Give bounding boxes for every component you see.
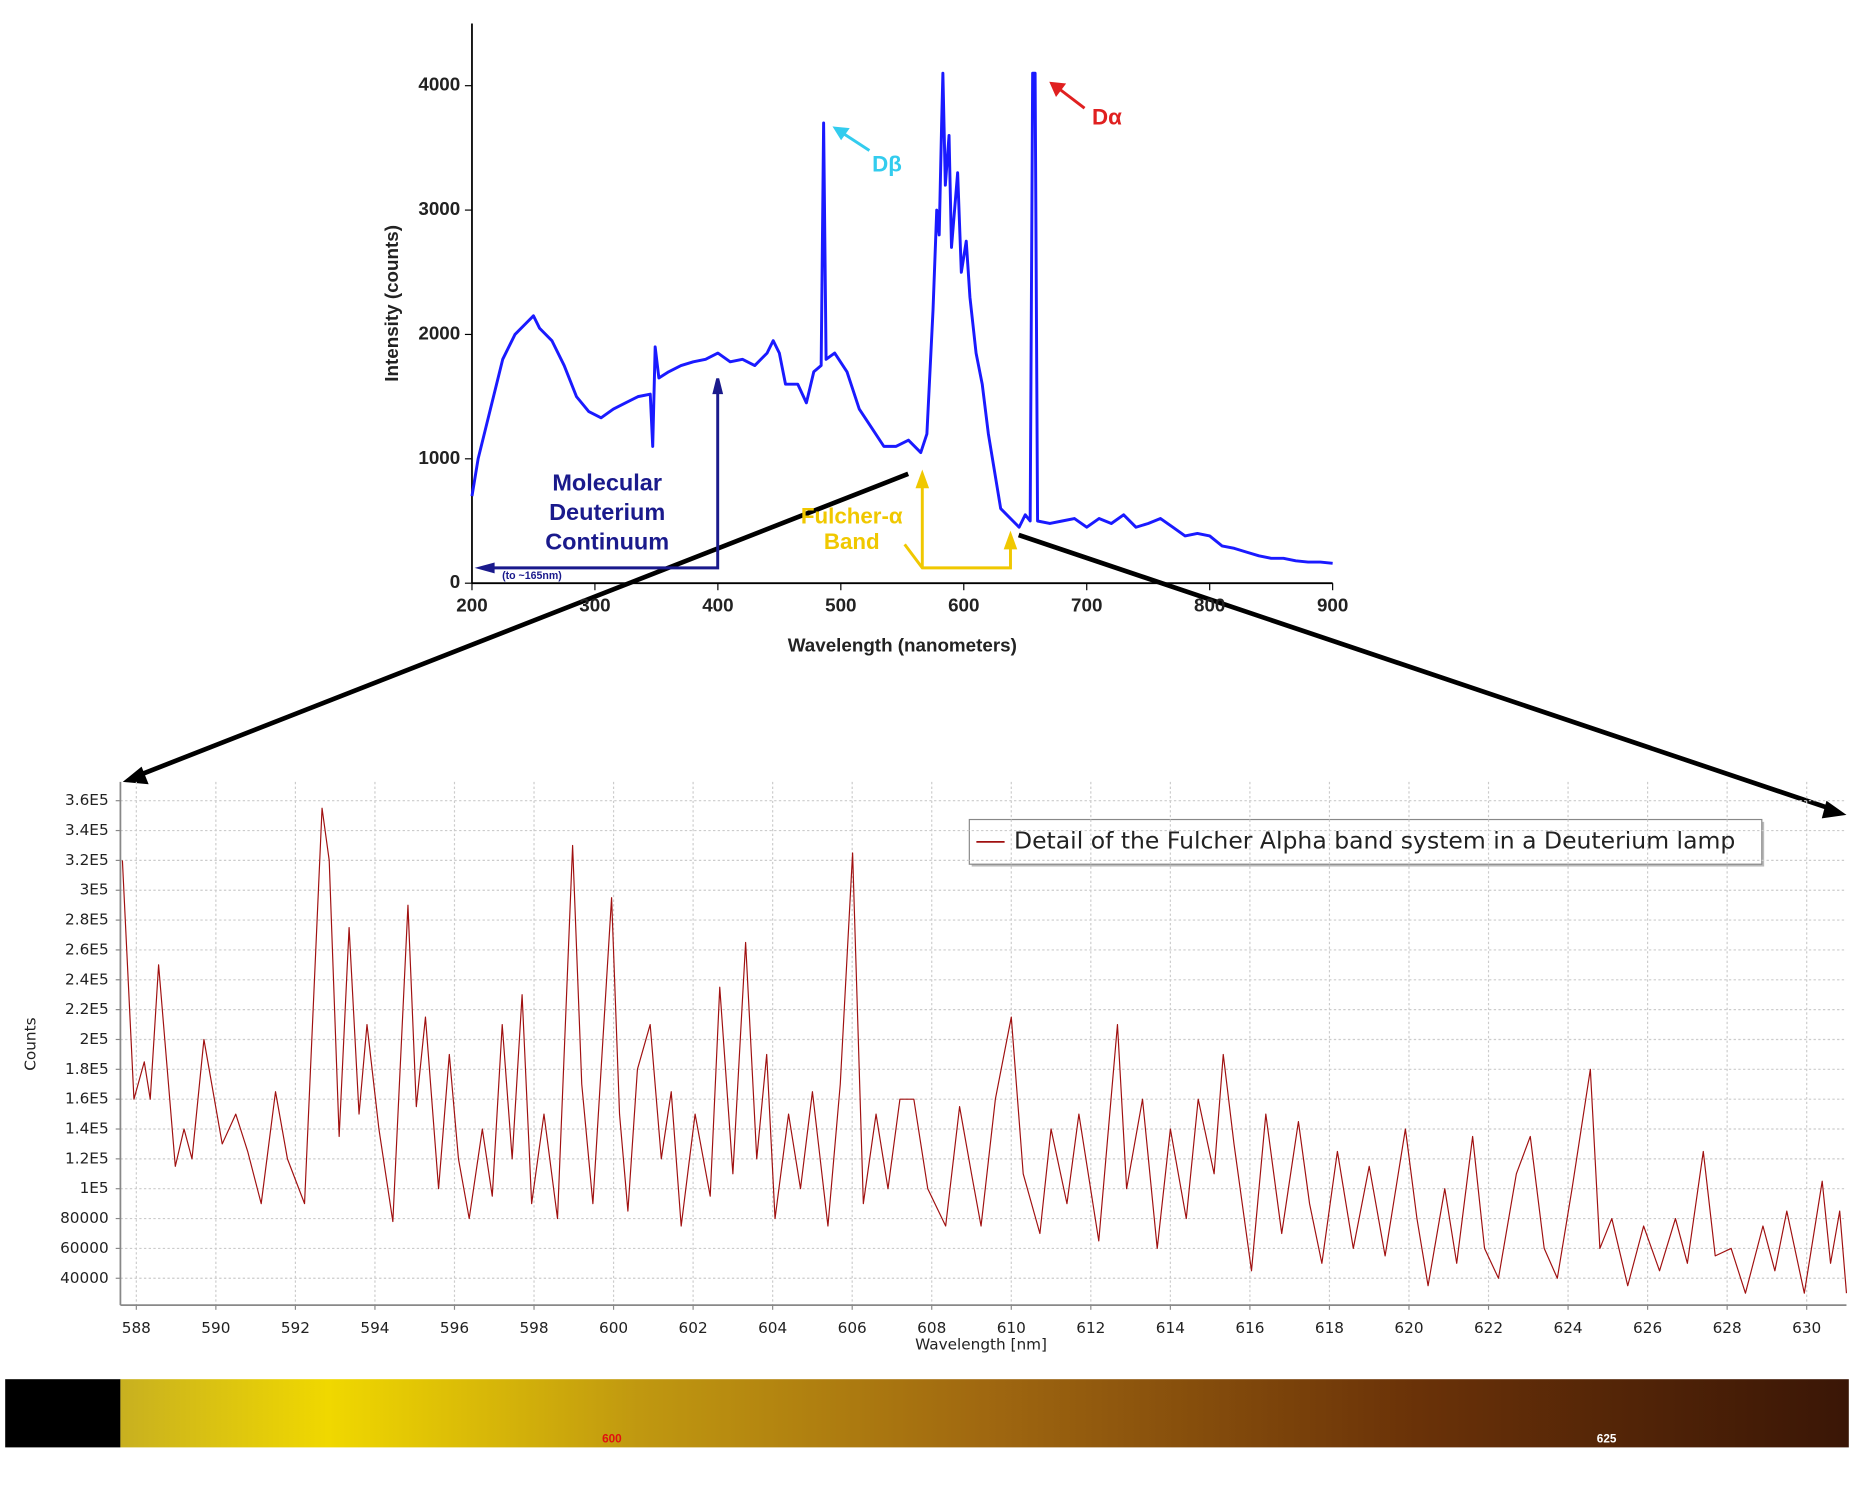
- x-tick-label: 618: [1315, 1319, 1344, 1337]
- x-tick-label: 622: [1474, 1319, 1503, 1337]
- x-tick-label: 590: [201, 1319, 230, 1337]
- y-axis-label: Counts: [22, 1017, 40, 1070]
- x-tick-label: 626: [1633, 1319, 1662, 1337]
- strip-label: 600: [602, 1432, 622, 1445]
- y-tick-label: 2.4E5: [65, 970, 109, 988]
- spectrum-strip: [5, 1379, 1849, 1448]
- x-tick-label: 600: [948, 595, 979, 616]
- x-tick-label: 608: [917, 1319, 946, 1337]
- x-tick-label: 606: [838, 1319, 867, 1337]
- x-tick-label: 598: [519, 1319, 548, 1337]
- y-tick-label: 3.4E5: [65, 821, 109, 839]
- x-tick-label: 612: [1076, 1319, 1105, 1337]
- y-tick-label: 80000: [60, 1209, 109, 1227]
- x-tick-label: 594: [360, 1319, 389, 1337]
- annotation: Continuum: [545, 528, 669, 554]
- x-tick-label: 624: [1553, 1319, 1582, 1337]
- x-tick-label: 300: [579, 595, 610, 616]
- y-tick-label: 3.6E5: [65, 791, 109, 809]
- x-tick-label: 588: [122, 1319, 151, 1337]
- x-tick-label: 616: [1235, 1319, 1264, 1337]
- x-tick-label: 628: [1713, 1319, 1742, 1337]
- annotation: Deuterium: [549, 499, 665, 525]
- x-tick-label: 604: [758, 1319, 787, 1337]
- annotation-arrows: [474, 81, 1086, 574]
- strip-label: 625: [1597, 1432, 1617, 1445]
- y-tick-label: 2000: [418, 322, 460, 343]
- x-tick-label: 700: [1071, 595, 1102, 616]
- y-tick-label: 2.8E5: [65, 911, 109, 929]
- annotation: (to ~165nm): [502, 570, 562, 582]
- zoom-arrows: [122, 471, 1847, 819]
- x-tick-label: 900: [1317, 595, 1348, 616]
- x-tick-label: 800: [1194, 595, 1225, 616]
- y-tick-label: 1.4E5: [65, 1120, 109, 1138]
- x-tick-label: 200: [456, 595, 487, 616]
- x-tick-label: 592: [281, 1319, 310, 1337]
- x-tick-label: 630: [1792, 1319, 1821, 1337]
- y-tick-label: 1.8E5: [65, 1060, 109, 1078]
- x-tick-label: 614: [1156, 1319, 1185, 1337]
- legend: [968, 818, 1765, 867]
- legend-label: Detail of the Fulcher Alpha band system …: [1014, 826, 1735, 854]
- y-tick-label: 3E5: [80, 881, 109, 899]
- y-tick-label: 2.6E5: [65, 940, 109, 958]
- annotation: Dβ: [872, 152, 902, 177]
- annotation: Dα: [1092, 105, 1122, 130]
- y-tick-label: 1.6E5: [65, 1090, 109, 1108]
- y-tick-label: 4000: [418, 74, 460, 95]
- x-tick-label: 610: [997, 1319, 1026, 1337]
- x-tick-label: 500: [825, 595, 856, 616]
- y-tick-label: 3000: [418, 198, 460, 219]
- x-tick-label: 596: [440, 1319, 469, 1337]
- y-tick-label: 1E5: [80, 1179, 109, 1197]
- y-tick-label: 1.2E5: [65, 1149, 109, 1167]
- y-tick-label: 0: [450, 571, 460, 592]
- y-tick-label: 2E5: [80, 1030, 109, 1048]
- x-axis-label: Wavelength (nanometers): [788, 635, 1017, 656]
- annotation: Molecular: [552, 470, 662, 496]
- annotation: Band: [824, 529, 880, 554]
- x-tick-label: 600: [599, 1319, 628, 1337]
- y-tick-label: 60000: [60, 1239, 109, 1257]
- y-tick-label: 2.2E5: [65, 1000, 109, 1018]
- y-tick-label: 3.2E5: [65, 851, 109, 869]
- y-tick-label: 1000: [418, 447, 460, 468]
- x-tick-label: 602: [679, 1319, 708, 1337]
- data-line: [470, 71, 1333, 565]
- data-line: [121, 807, 1848, 1294]
- x-axis-label: Wavelength [nm]: [915, 1336, 1047, 1354]
- x-tick-label: 400: [702, 595, 733, 616]
- y-axis-label: Intensity (counts): [381, 225, 402, 382]
- y-tick-label: 40000: [60, 1269, 109, 1287]
- annotation: Fulcher-α: [801, 503, 903, 528]
- x-tick-label: 620: [1394, 1319, 1423, 1337]
